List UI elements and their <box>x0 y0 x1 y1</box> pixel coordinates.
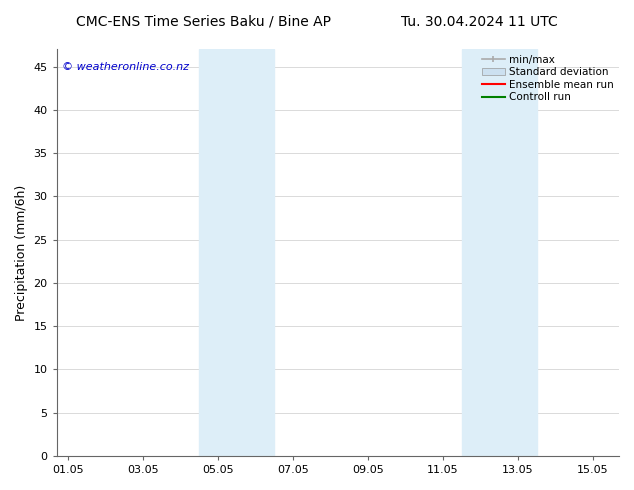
Text: Tu. 30.04.2024 11 UTC: Tu. 30.04.2024 11 UTC <box>401 15 558 29</box>
Text: CMC-ENS Time Series Baku / Bine AP: CMC-ENS Time Series Baku / Bine AP <box>76 15 331 29</box>
Y-axis label: Precipitation (mm/6h): Precipitation (mm/6h) <box>15 185 28 321</box>
Text: © weatheronline.co.nz: © weatheronline.co.nz <box>62 62 190 72</box>
Bar <box>462 49 536 456</box>
Bar <box>199 49 274 456</box>
Legend: min/max, Standard deviation, Ensemble mean run, Controll run: min/max, Standard deviation, Ensemble me… <box>478 50 618 106</box>
